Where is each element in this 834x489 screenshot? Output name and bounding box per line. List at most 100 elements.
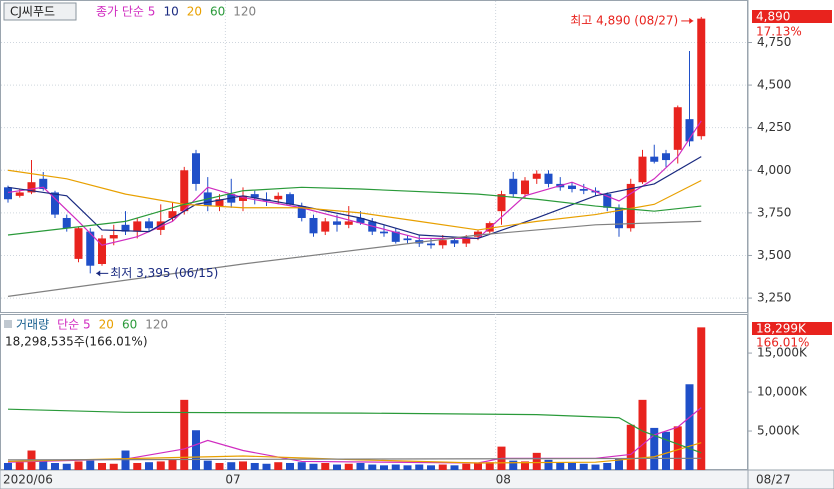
- legend-entry: 60: [210, 5, 225, 19]
- moving-average: [7, 457, 702, 461]
- candle-body: [192, 153, 200, 184]
- moving-average: [7, 442, 702, 464]
- y-tick-label: 4,000: [757, 163, 791, 177]
- volume-bar: [356, 462, 365, 470]
- candle-body: [391, 231, 400, 242]
- volume-bar: [309, 463, 318, 470]
- x-tick-label: 2020/06: [3, 473, 53, 487]
- volume-bar: [145, 462, 153, 470]
- candle-body: [521, 180, 529, 195]
- candle-body: [403, 238, 412, 241]
- moving-average: [7, 169, 702, 231]
- candle-body: [297, 206, 306, 218]
- volume-bar: [262, 463, 271, 470]
- legend-entry: 120: [145, 318, 168, 332]
- volume-bar: [427, 465, 435, 470]
- candle-body: [450, 240, 459, 244]
- volume-bar: [579, 463, 588, 470]
- legend-entry: 60: [122, 318, 137, 332]
- annotation-arrowhead: [96, 270, 101, 277]
- candle-body: [215, 199, 224, 207]
- candle-body: [579, 189, 588, 191]
- volume-bar: [485, 462, 494, 470]
- volume-bar: [297, 462, 306, 470]
- volume-icon: [4, 320, 12, 328]
- x-tick-label: 08: [496, 473, 511, 487]
- candle-body: [603, 194, 612, 208]
- candle-body: [662, 153, 670, 161]
- volume-bar: [591, 464, 600, 470]
- volume-bar: [521, 461, 529, 470]
- volume-info: 18,298,535주(166.01%): [5, 335, 148, 349]
- volume-bar: [215, 462, 224, 470]
- candle-body: [344, 221, 353, 225]
- volume-bar: [227, 462, 236, 470]
- volume-bar: [462, 463, 471, 470]
- last-price: 4,890: [756, 10, 790, 24]
- volume-bar: [638, 399, 647, 470]
- date-axis: [0, 469, 834, 489]
- candle-body: [51, 192, 59, 215]
- volume-bar: [380, 465, 388, 470]
- legend-entry: 10: [163, 5, 178, 19]
- candle-body: [74, 228, 83, 259]
- y-tick-label: 4,250: [757, 120, 791, 134]
- volume-bar: [62, 463, 71, 470]
- candle-body: [86, 231, 95, 266]
- candle-body: [356, 217, 365, 224]
- volume-bar: [532, 452, 541, 470]
- candle-body: [509, 178, 518, 195]
- candle-body: [438, 240, 447, 246]
- x-tick-label: 07: [225, 473, 240, 487]
- legend-entry: 20: [99, 318, 114, 332]
- candle-body: [321, 221, 330, 232]
- volume-bar: [450, 465, 459, 470]
- volume-bar: [156, 461, 165, 470]
- volume-bar: [333, 464, 341, 470]
- volume-title: 거래량: [16, 318, 49, 332]
- candle-body: [462, 238, 471, 244]
- candle-body: [109, 235, 118, 239]
- candle-body: [544, 173, 553, 184]
- moving-average: [7, 186, 702, 236]
- volume-bar: [39, 461, 48, 470]
- volume-bar: [133, 462, 142, 470]
- y-tick-label: 4,500: [757, 78, 791, 92]
- legend-entry: 단순 5: [57, 318, 91, 332]
- y-tick-label: 15,000K: [757, 346, 808, 360]
- y-tick-label: 3,250: [757, 291, 791, 305]
- symbol-box[interactable]: [3, 2, 77, 21]
- candle-body: [15, 192, 24, 196]
- volume-bar: [673, 426, 682, 470]
- volume-bar: [15, 462, 24, 470]
- legend-entry: 120: [233, 5, 256, 19]
- volume-bar: [4, 462, 12, 470]
- volume-bar: [438, 464, 447, 470]
- candle-body: [474, 231, 482, 237]
- candle-body: [121, 224, 130, 232]
- volume-bar: [321, 462, 330, 470]
- candle-body: [239, 195, 247, 201]
- candle-body: [333, 221, 341, 225]
- volume-bar: [697, 327, 706, 470]
- volume-bar: [603, 462, 612, 470]
- volume-bar: [344, 463, 353, 470]
- candle-body: [27, 182, 36, 193]
- last-volume-box: [752, 322, 832, 335]
- legend-entry: 종가 단순 5: [96, 5, 155, 19]
- candle-body: [650, 156, 659, 162]
- volume-bar: [239, 461, 247, 470]
- end-date: 08/27: [756, 473, 791, 487]
- volume-bar: [662, 431, 670, 470]
- candle-body: [427, 243, 435, 246]
- volume-bar: [274, 462, 283, 470]
- candle-body: [250, 194, 259, 198]
- volume-bar: [544, 459, 553, 470]
- last-price-box: [752, 10, 832, 23]
- volume-bar: [98, 462, 106, 470]
- annotation-arrowhead: [689, 17, 694, 24]
- volume-bar: [368, 464, 377, 470]
- candle-body: [274, 195, 283, 200]
